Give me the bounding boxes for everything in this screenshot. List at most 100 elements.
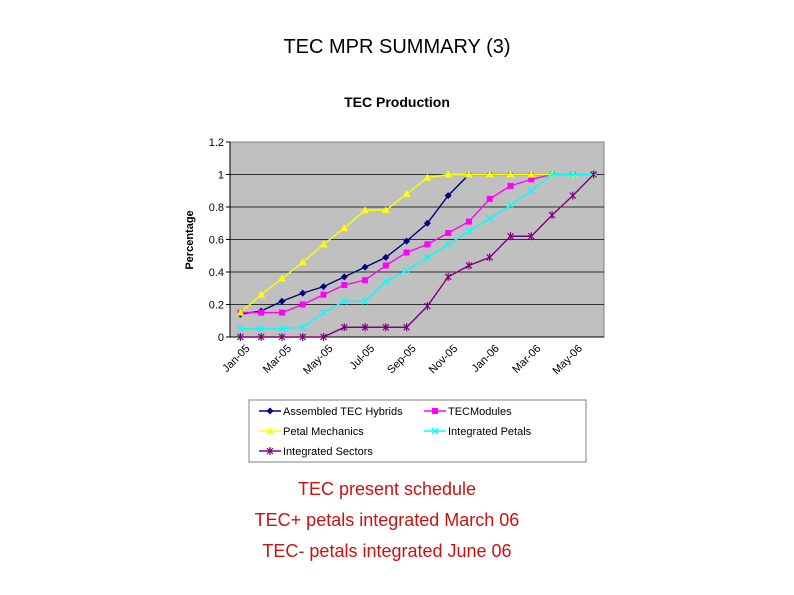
x-tick-label: Nov-05: [427, 343, 461, 377]
data-point: [486, 214, 494, 222]
series-line: [240, 173, 594, 314]
series-line: [240, 173, 594, 330]
data-point: [569, 191, 577, 200]
data-point: [278, 325, 286, 333]
y-axis-label: Percentage: [184, 210, 196, 269]
y-tick-label: 0.4: [209, 267, 224, 279]
data-point: [340, 273, 348, 281]
data-point: [341, 282, 348, 288]
data-point: [402, 190, 411, 197]
data-point: [236, 333, 244, 341]
legend-label: TECModules: [448, 406, 512, 418]
data-point: [362, 277, 369, 284]
x-tick-label: May-06: [551, 343, 585, 377]
data-point: [548, 211, 556, 220]
data-point: [403, 266, 411, 274]
series-integrated-petals: [236, 171, 598, 333]
data-point: [278, 333, 286, 341]
legend-label: Integrated Sectors: [283, 446, 373, 458]
data-point: [320, 333, 327, 341]
legend-item: Assembled TEC Hybrids: [259, 406, 403, 418]
data-point: [569, 171, 577, 178]
x-tick-label: May-05: [301, 343, 335, 377]
legend-item: TECModules: [424, 406, 512, 418]
legend-label: Integrated Petals: [448, 426, 532, 438]
data-point: [423, 173, 432, 181]
data-point: [278, 309, 285, 316]
data-point: [236, 308, 245, 316]
data-point: [340, 297, 348, 305]
data-point: [340, 323, 348, 332]
data-point: [527, 232, 535, 241]
data-point: [320, 309, 327, 317]
y-axis: 0 0.2 0.4 0.6 0.8 1 1.2: [209, 137, 231, 344]
data-point: [299, 323, 307, 331]
data-point: [382, 262, 389, 269]
y-tick-label: 0: [218, 332, 224, 344]
data-point: [361, 297, 369, 305]
y-tick-label: 0.6: [209, 235, 224, 247]
data-point: [403, 323, 411, 332]
data-point: [257, 325, 265, 333]
data-point: [381, 206, 390, 214]
legend-item: Integrated Petals: [424, 426, 532, 438]
data-point: [423, 302, 431, 311]
data-point: [266, 427, 274, 434]
data-point: [258, 309, 265, 316]
x-axis: Jan-05 Mar-05 May-05 Jul-05 Sep-05 Nov-05 Jan-…: [220, 336, 604, 377]
slide-title: TEC MPR SUMMARY (3): [283, 36, 511, 58]
data-point: [548, 171, 556, 178]
chart-title: TEC Production: [344, 94, 450, 110]
y-tick-label: 1: [218, 170, 224, 182]
data-point: [382, 323, 390, 332]
data-point: [527, 187, 535, 195]
data-point: [444, 272, 452, 281]
legend-item: Integrated Sectors: [259, 446, 373, 458]
y-tick-label: 1.2: [209, 137, 224, 149]
data-point: [465, 218, 472, 225]
data-point: [507, 232, 514, 241]
data-point: [361, 323, 369, 332]
legend-item: Petal Mechanics: [259, 426, 364, 438]
data-point: [382, 278, 390, 286]
data-point: [320, 291, 327, 298]
legend-label: Petal Mechanics: [283, 426, 364, 438]
data-point: [361, 263, 369, 271]
note-tec-plus: TEC+ petals integrated March 06: [254, 510, 520, 530]
data-point: [465, 261, 473, 270]
data-point: [527, 170, 536, 178]
data-point: [445, 230, 452, 236]
data-point: [464, 170, 473, 178]
data-point: [257, 333, 265, 341]
data-point: [278, 297, 286, 305]
data-point: [444, 170, 453, 178]
series-line: [240, 174, 595, 338]
legend-box: [248, 399, 587, 463]
data-point: [486, 253, 494, 262]
data-point: [361, 206, 370, 214]
data-point: [382, 253, 390, 261]
y-tick-label: 0.2: [209, 300, 224, 312]
data-point: [465, 227, 473, 235]
data-point: [299, 333, 307, 341]
x-tick-label: Jul-05: [348, 343, 378, 373]
series-integrated-sectors: [236, 170, 598, 341]
data-point: [444, 240, 452, 248]
data-point: [403, 249, 410, 256]
data-point: [507, 201, 514, 209]
data-point: [340, 224, 349, 232]
legend: Assembled TEC Hybrids TECModules Petal Mec…: [248, 399, 587, 463]
data-point: [423, 253, 431, 261]
series-group: [236, 170, 598, 341]
note-tec-minus: TEC- petals integrated June 06: [262, 541, 512, 561]
note-present-schedule: TEC present schedule: [297, 479, 477, 499]
data-point: [506, 170, 515, 178]
data-point: [444, 192, 452, 200]
data-point: [485, 170, 494, 178]
data-point: [590, 170, 598, 179]
data-point: [507, 182, 514, 189]
x-tick-label: Mar-06: [510, 343, 543, 376]
data-point: [298, 258, 307, 266]
x-tick-label: Sep-05: [385, 343, 419, 377]
